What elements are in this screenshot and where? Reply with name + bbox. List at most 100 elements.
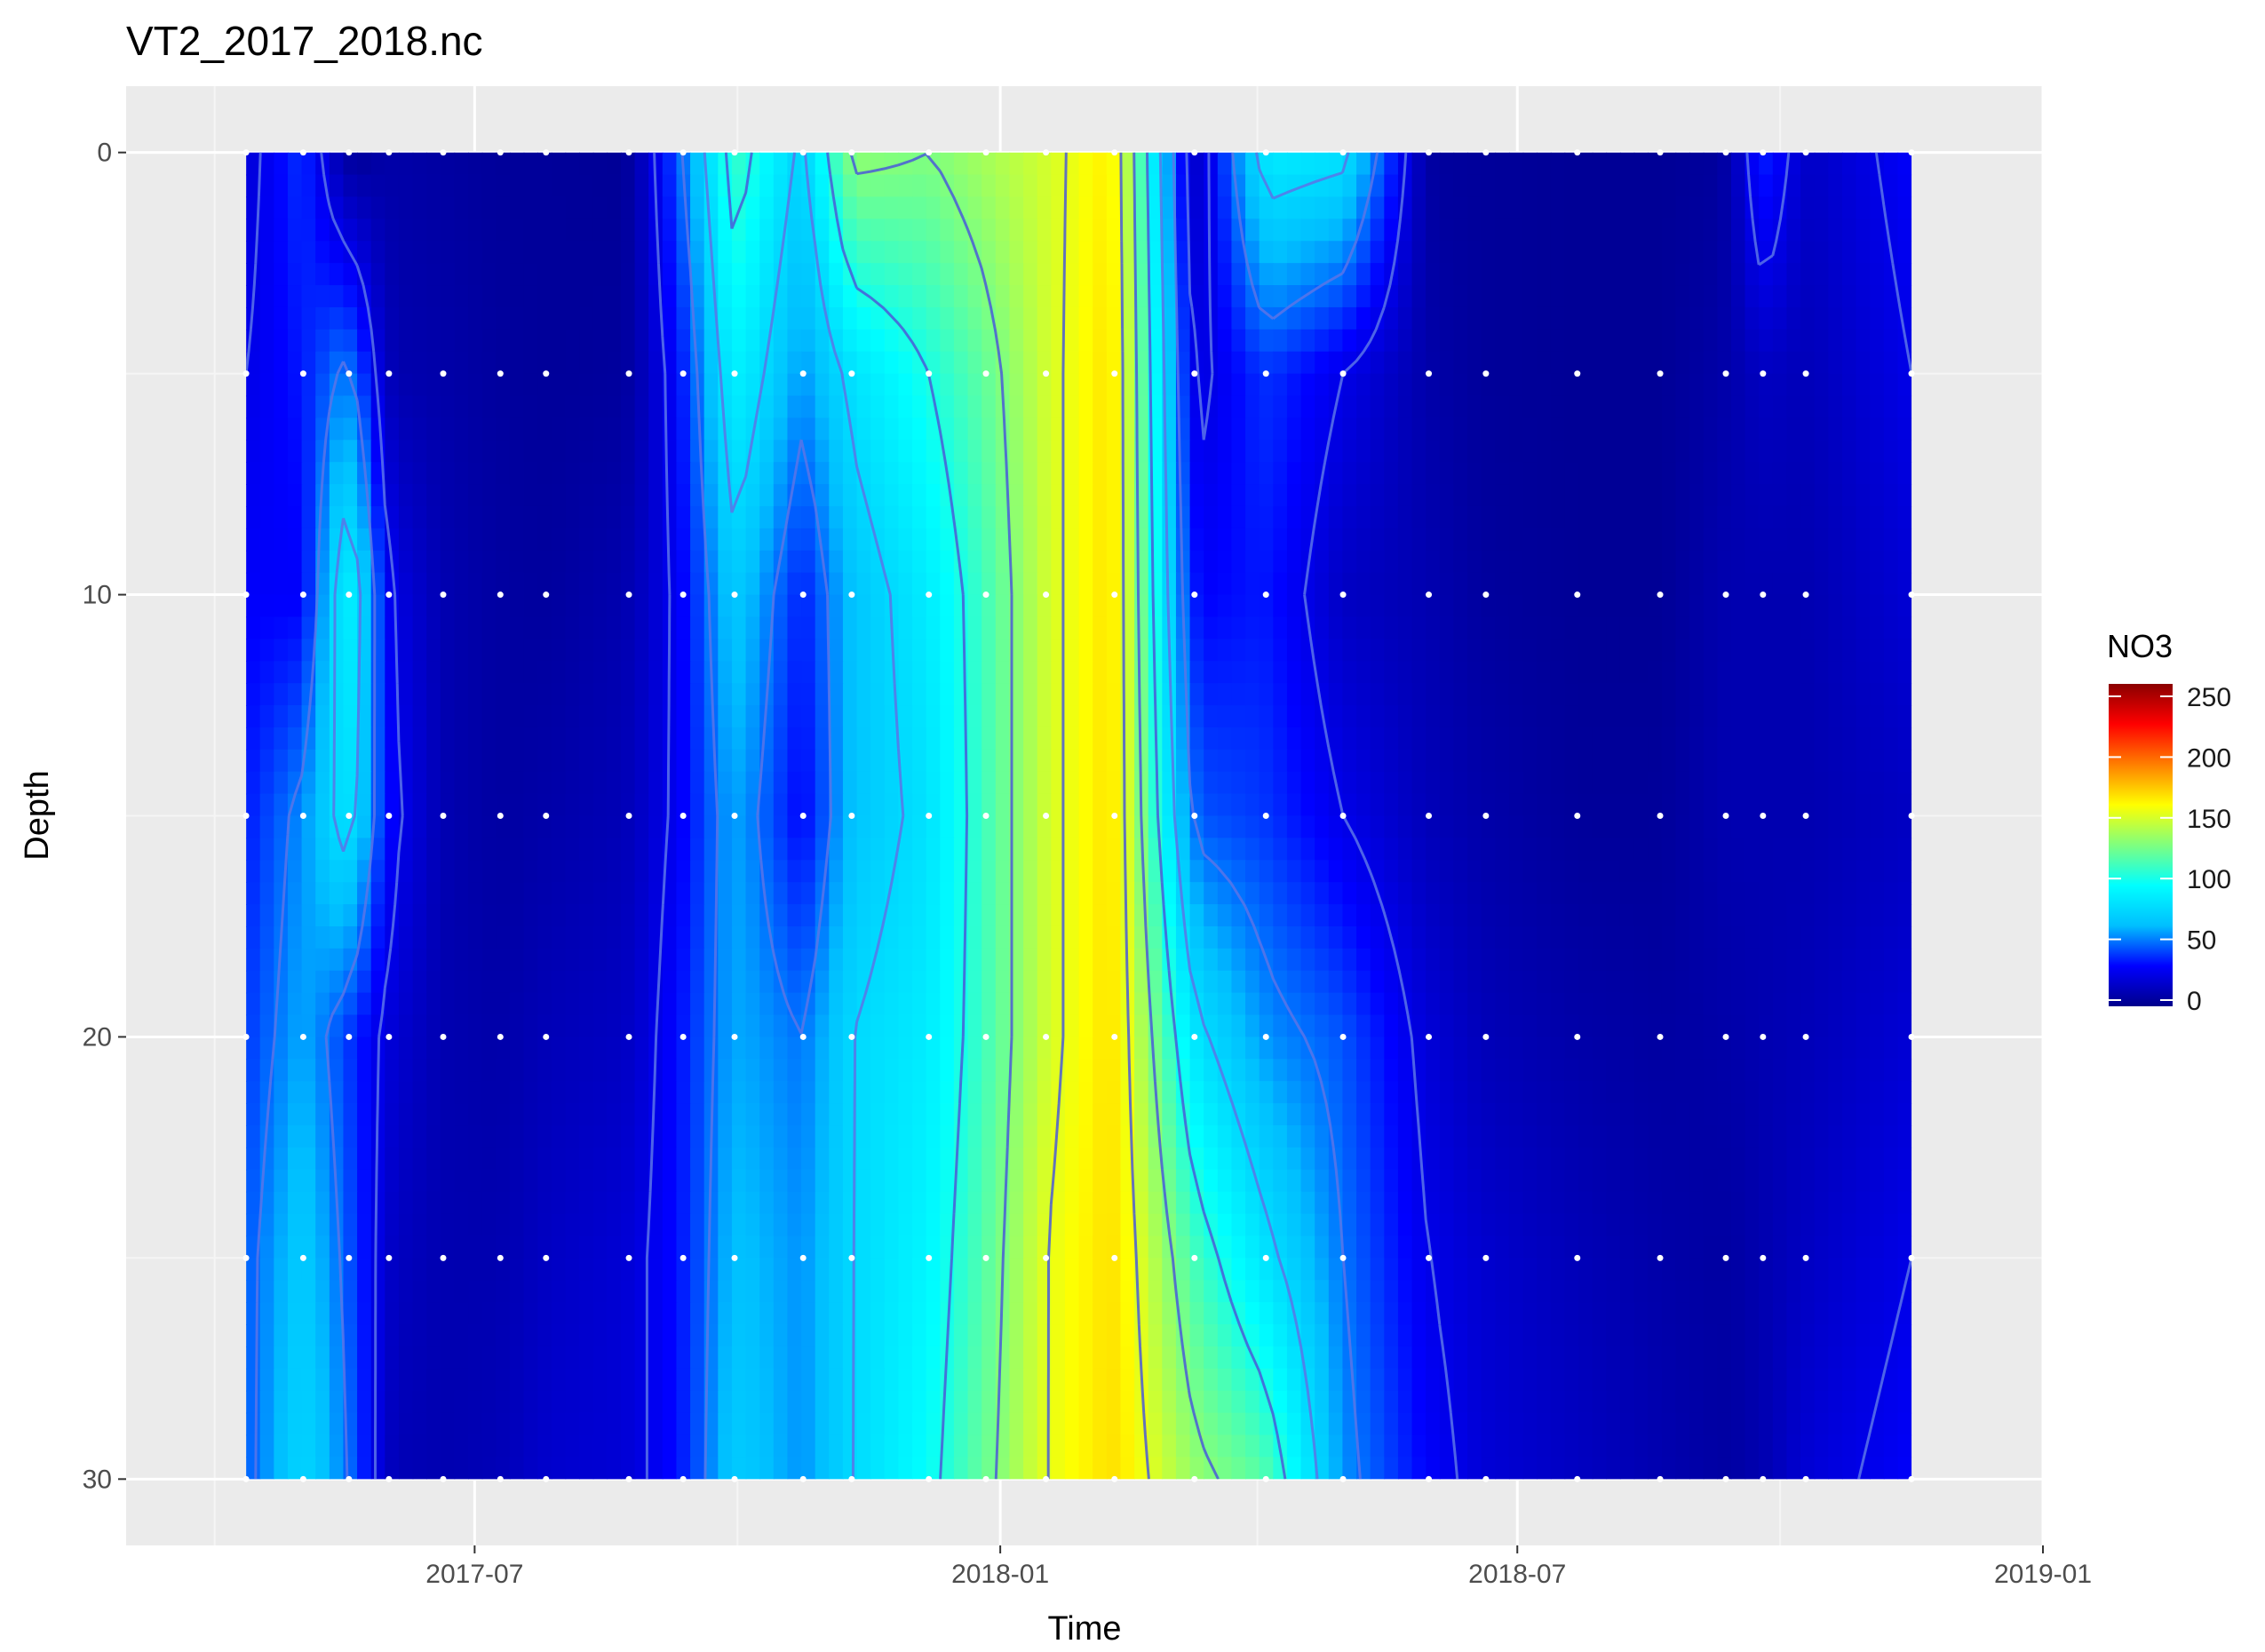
heatmap-cell <box>370 970 386 994</box>
heatmap-cell <box>1661 329 1677 353</box>
heatmap-cell <box>898 749 913 773</box>
heatmap-cell <box>1286 882 1302 905</box>
heatmap-cell <box>551 705 567 728</box>
heatmap-cell <box>1717 285 1732 308</box>
heatmap-cell <box>1370 196 1386 220</box>
heatmap-cell <box>1286 838 1302 862</box>
heatmap-cell <box>1023 329 1038 353</box>
heatmap-cell <box>1162 285 1177 308</box>
heatmap-cell <box>1106 705 1122 728</box>
heatmap-cell <box>370 860 386 883</box>
heatmap-cell <box>1897 838 1912 862</box>
heatmap-cell <box>940 1059 955 1083</box>
heatmap-cell <box>884 1014 900 1038</box>
heatmap-cell <box>1786 462 1801 485</box>
heatmap-cell <box>1120 771 1135 795</box>
heatmap-cell <box>718 528 733 552</box>
heatmap-cell <box>1759 749 1774 773</box>
heatmap-cell <box>1245 727 1260 751</box>
heatmap-cell <box>1426 683 1441 706</box>
heatmap-cell <box>1537 904 1552 927</box>
heatmap-cell <box>1633 417 1649 441</box>
heatmap-cell <box>1883 771 1899 795</box>
heatmap-cell <box>1550 1036 1566 1060</box>
heatmap-cell <box>1730 904 1746 927</box>
heatmap-cell <box>1828 727 1843 751</box>
heatmap-cell <box>496 285 511 308</box>
heatmap-cell <box>1495 528 1510 552</box>
heatmap-cell <box>703 417 719 441</box>
heatmap-cell <box>1384 683 1399 706</box>
heatmap-cell <box>1619 793 1635 817</box>
heatmap-cell <box>1078 440 1093 463</box>
heatmap-cell <box>1426 727 1441 751</box>
heatmap-cell <box>329 749 345 773</box>
heatmap-cell <box>1300 771 1315 795</box>
heatmap-cell <box>967 329 982 353</box>
heatmap-cell <box>357 838 372 862</box>
heatmap-cell <box>1397 793 1413 817</box>
heatmap-cell <box>315 306 330 330</box>
heatmap-cell <box>662 218 678 242</box>
heatmap-cell <box>523 860 538 883</box>
heatmap-cell <box>1786 904 1801 927</box>
heatmap-cell <box>648 661 664 684</box>
heatmap-cell <box>1661 860 1677 883</box>
heatmap-cell <box>1134 1036 1149 1060</box>
heatmap-cell <box>274 417 289 441</box>
heatmap-cell <box>1730 285 1746 308</box>
heatmap-cell <box>1800 815 1816 839</box>
heatmap-cell <box>1689 417 1705 441</box>
heatmap-cell <box>1786 550 1801 574</box>
heatmap-cell <box>1841 1036 1857 1060</box>
heatmap-cell <box>1703 749 1719 773</box>
heatmap-cell <box>940 395 955 419</box>
heatmap-cell <box>496 860 511 883</box>
heatmap-cell <box>1508 1036 1524 1060</box>
heatmap-cell <box>1286 329 1302 353</box>
heatmap-cell <box>1397 1036 1413 1060</box>
heatmap-cell <box>1397 616 1413 640</box>
heatmap-cell <box>662 771 678 795</box>
heatmap-cell <box>579 948 594 972</box>
heatmap-cell <box>953 1014 969 1038</box>
heatmap-cell <box>1009 771 1024 795</box>
heatmap-cell <box>1522 683 1538 706</box>
heatmap-cell <box>815 1059 830 1083</box>
heatmap-cell <box>1856 793 1871 817</box>
heatmap-cell <box>468 639 483 663</box>
heatmap-cell <box>1231 815 1246 839</box>
heatmap-cell <box>1772 948 1788 972</box>
heatmap-cell <box>1189 948 1204 972</box>
heatmap-cell <box>481 152 497 176</box>
heatmap-cell <box>912 329 927 353</box>
heatmap-cell <box>842 683 858 706</box>
heatmap-cell <box>551 793 567 817</box>
heatmap-cell <box>1786 417 1801 441</box>
heatmap-cell <box>1564 860 1579 883</box>
heatmap-cell <box>1689 395 1705 419</box>
heatmap-cell <box>1023 373 1038 397</box>
heatmap-cell <box>940 970 955 994</box>
heatmap-cell <box>1426 196 1441 220</box>
heatmap-cell <box>1522 462 1538 485</box>
heatmap-cell <box>1148 505 1164 529</box>
heatmap-cell <box>259 970 275 994</box>
heatmap-cell <box>1730 196 1746 220</box>
heatmap-cell <box>995 174 1011 198</box>
heatmap-cell <box>1592 1036 1608 1060</box>
heatmap-cell <box>912 793 927 817</box>
heatmap-cell <box>1606 838 1621 862</box>
heatmap-cell <box>1856 505 1871 529</box>
heatmap-cell <box>676 285 691 308</box>
heatmap-cell <box>454 417 469 441</box>
heatmap-cell <box>1342 793 1357 817</box>
heatmap-cell <box>454 815 469 839</box>
heatmap-cell <box>787 1036 802 1060</box>
heatmap-cell <box>1315 395 1330 419</box>
heatmap-cell <box>1342 528 1357 552</box>
heatmap-cell <box>1786 705 1801 728</box>
heatmap-cell <box>426 484 441 507</box>
heatmap-cell <box>343 925 358 949</box>
heatmap-cell <box>592 1059 608 1083</box>
